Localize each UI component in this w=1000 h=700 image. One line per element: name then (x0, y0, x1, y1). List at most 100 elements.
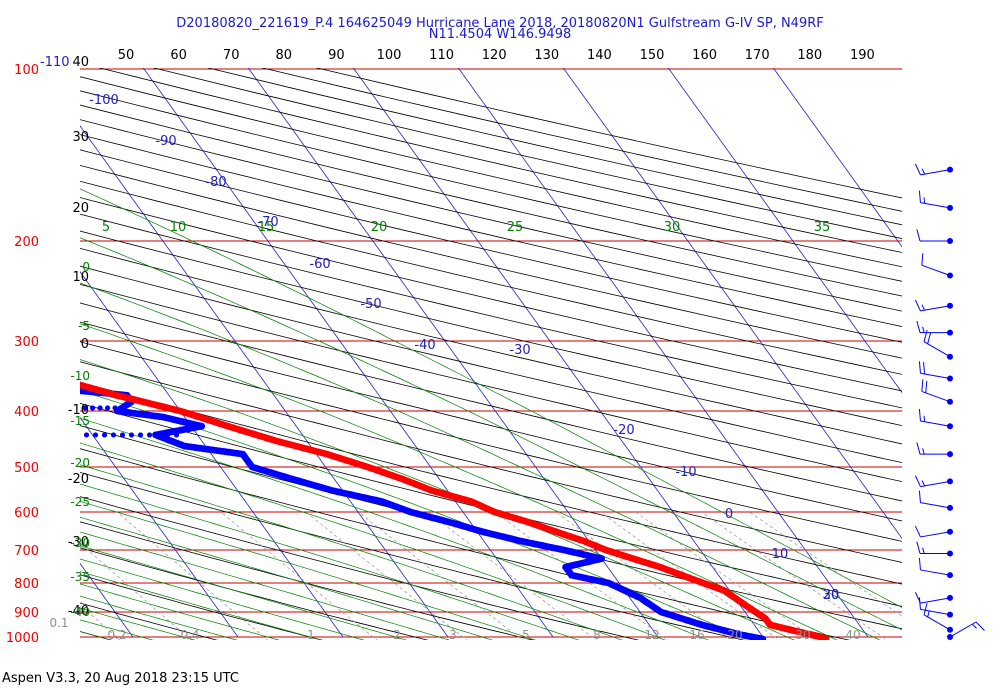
temperature-point (17, 360, 24, 367)
dewpoint-point (46, 384, 53, 391)
wind-barb-flag (921, 168, 926, 175)
dewpoint-dot (0, 391, 5, 396)
dewpoint-point (24, 383, 31, 390)
mixing-ratio-line (116, 511, 269, 640)
dewpoint-dot (15, 391, 20, 396)
dewpoint-dot (45, 391, 50, 396)
mixing-ratio-label: 2 (393, 628, 401, 642)
grid-lines (80, 68, 902, 640)
dewpoint-point (1, 380, 8, 387)
wind-barb-staff (920, 169, 951, 176)
wind-barb-staff (920, 569, 951, 576)
dry-adiabat-line (80, 321, 902, 522)
dewpoint-point (67, 386, 74, 393)
wind-barb-flag (927, 332, 932, 344)
wind-barb-flag (921, 379, 924, 392)
temperature-point (43, 371, 50, 378)
chart-subtitle: N11.4504 W146.9498 (428, 27, 572, 42)
dewpoint-point (5, 381, 12, 388)
temperature-point (30, 365, 37, 372)
temperature-point (28, 365, 35, 372)
theta-e-left-label: -30 (70, 536, 90, 550)
mixing-ratio-label: 30 (795, 628, 810, 642)
dry-adiabat-line (80, 471, 745, 640)
pressure-label: 600 (14, 506, 39, 521)
dewpoint-dot (89, 405, 96, 411)
dewpoint-point (22, 382, 29, 389)
temperature-point (54, 375, 61, 382)
dewpoint-dot (60, 405, 65, 410)
wind-barb-flag (923, 197, 926, 204)
dewpoint-dot (52, 391, 57, 396)
theta-top-label: 140 (587, 48, 612, 63)
temperature-point (37, 368, 44, 375)
pressure-label: 700 (14, 544, 39, 559)
isotherm-label: -40 (414, 338, 435, 353)
temperature-point (45, 371, 52, 378)
dewpoint-point (62, 386, 69, 393)
dry-adiabat-line (80, 149, 902, 343)
moist-adiabat-line (80, 583, 280, 640)
wind-barb-flag (922, 448, 925, 455)
wind-barb-staff (921, 390, 951, 403)
dry-adiabat-line (80, 341, 902, 542)
dewpoint-point (80, 389, 81, 392)
pressure-label: 800 (14, 577, 39, 592)
mixing-ratio-line (600, 511, 780, 640)
dewpoint-point (759, 635, 767, 640)
height-label: -10 (68, 403, 89, 418)
isotherm-line (667, 68, 902, 394)
dewpoint-dot (82, 405, 88, 411)
height-label: 0 (81, 337, 89, 352)
moist-adiabat-line (80, 558, 365, 640)
mixing-ratio-label: 40 (845, 628, 860, 642)
isotherm-label: 30 (823, 588, 840, 603)
pressure-label: 300 (14, 335, 39, 350)
dry-adiabat-line (80, 521, 534, 640)
theta-top-label: 60 (170, 48, 187, 63)
wind-barb-flag (925, 380, 928, 393)
theta-top-label: 180 (797, 48, 822, 63)
moist-adiabat-line (80, 595, 238, 640)
dewpoint-dot (30, 391, 35, 396)
dewpoint-dot (128, 432, 135, 438)
moist-adiabat-line (80, 282, 881, 640)
dewpoint-dot (92, 432, 99, 438)
theta-e-left-label: -15 (70, 414, 90, 428)
temperature-point (41, 370, 48, 377)
isotherm-line (80, 271, 344, 638)
dry-adiabat-line (80, 547, 429, 640)
mixing-ratio-line (220, 511, 378, 640)
mixing-ratio-line (749, 511, 902, 617)
dewpoint-dot (83, 432, 90, 438)
moist-adiabat-line (80, 501, 537, 640)
dry-adiabat-line (80, 302, 902, 502)
dry-adiabat-line (80, 283, 902, 483)
theta-e-label: 30 (664, 220, 681, 235)
mixing-ratio-label: 12 (644, 628, 659, 642)
dewpoint-dot (119, 432, 126, 438)
pressure-label: 900 (14, 606, 39, 621)
dewpoint-dot (137, 432, 144, 438)
dry-adiabat-line (80, 496, 640, 640)
dewpoint-point (69, 387, 76, 394)
dewpoint-dot (48, 432, 53, 437)
temperature-point (39, 369, 46, 376)
dewpoint-point (13, 381, 20, 388)
dewpoint-point (26, 383, 33, 390)
dry-adiabat-line (80, 90, 902, 282)
moist-adiabat-line (80, 237, 902, 631)
dewpoint-point (50, 385, 57, 392)
pressure-label: 200 (14, 235, 39, 250)
wind-barb-flag (914, 475, 921, 487)
dewpoint-point (30, 383, 37, 390)
mixing-ratio-line (427, 511, 597, 640)
pressure-label: 100 (14, 63, 39, 78)
dewpoint-point (14, 382, 21, 389)
dewpoint-point (34, 383, 41, 390)
theta-e-left-label: 0 (82, 260, 90, 274)
dewpoint-dot (37, 391, 42, 396)
temperature-point (4, 355, 11, 362)
